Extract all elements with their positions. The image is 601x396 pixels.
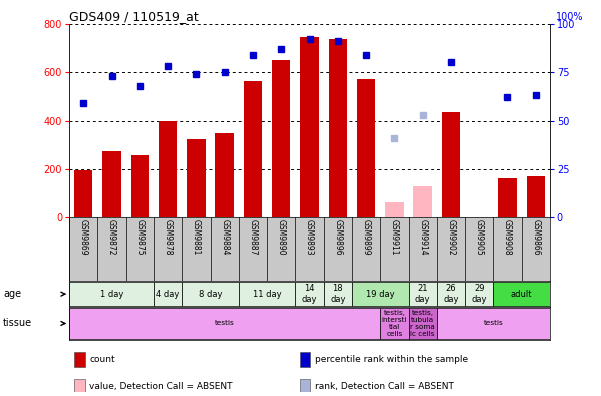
Bar — [437, 308, 550, 339]
Bar — [102, 151, 121, 217]
Bar — [187, 139, 206, 217]
Bar — [442, 112, 460, 217]
Text: GSM9911: GSM9911 — [390, 219, 399, 256]
Bar — [352, 282, 409, 306]
Bar — [159, 120, 177, 217]
Bar — [74, 379, 85, 394]
Bar — [385, 202, 403, 217]
Text: testis,
tubula
r soma
ic cells: testis, tubula r soma ic cells — [410, 310, 435, 337]
Bar — [295, 282, 324, 306]
Text: 11 day: 11 day — [253, 289, 281, 299]
Bar — [493, 282, 550, 306]
Text: GSM9905: GSM9905 — [475, 219, 484, 256]
Text: GSM9875: GSM9875 — [135, 219, 144, 256]
Text: age: age — [3, 289, 21, 299]
Text: 14
day: 14 day — [302, 284, 317, 304]
Bar — [380, 308, 409, 339]
Text: GSM9869: GSM9869 — [79, 219, 88, 256]
Text: percentile rank within the sample: percentile rank within the sample — [316, 355, 468, 364]
Bar — [216, 133, 234, 217]
Bar — [465, 282, 493, 306]
Text: GSM9866: GSM9866 — [531, 219, 540, 256]
Bar — [69, 308, 380, 339]
Text: 1 day: 1 day — [100, 289, 123, 299]
Text: GSM9899: GSM9899 — [362, 219, 371, 256]
Text: 26
day: 26 day — [443, 284, 459, 304]
Text: GSM9890: GSM9890 — [276, 219, 285, 256]
Bar — [74, 170, 93, 217]
Bar — [437, 282, 465, 306]
Text: GSM9872: GSM9872 — [107, 219, 116, 256]
Text: GDS409 / 110519_at: GDS409 / 110519_at — [69, 10, 199, 23]
Text: testis,
intersti
tial
cells: testis, intersti tial cells — [382, 310, 407, 337]
Bar — [182, 282, 239, 306]
Bar — [74, 352, 85, 367]
Text: GSM9896: GSM9896 — [334, 219, 343, 256]
Bar — [69, 282, 154, 306]
Text: rank, Detection Call = ABSENT: rank, Detection Call = ABSENT — [316, 382, 454, 391]
Bar — [329, 39, 347, 217]
Bar — [409, 308, 437, 339]
Bar — [409, 282, 437, 306]
Bar — [413, 187, 432, 217]
Bar — [357, 79, 375, 217]
Text: 100%: 100% — [555, 12, 583, 22]
Text: 19 day: 19 day — [366, 289, 394, 299]
Bar — [130, 155, 149, 217]
Text: GSM9884: GSM9884 — [220, 219, 229, 256]
Text: GSM9902: GSM9902 — [447, 219, 456, 256]
Text: 4 day: 4 day — [156, 289, 180, 299]
Text: GSM9893: GSM9893 — [305, 219, 314, 256]
Text: 8 day: 8 day — [199, 289, 222, 299]
Text: 18
day: 18 day — [330, 284, 346, 304]
Text: GSM9887: GSM9887 — [248, 219, 257, 256]
Bar — [300, 352, 311, 367]
Text: value, Detection Call = ABSENT: value, Detection Call = ABSENT — [90, 382, 233, 391]
Bar — [324, 282, 352, 306]
Text: GSM9881: GSM9881 — [192, 219, 201, 255]
Text: GSM9914: GSM9914 — [418, 219, 427, 256]
Text: tissue: tissue — [3, 318, 32, 328]
Bar — [300, 379, 311, 394]
Bar — [244, 81, 262, 217]
Text: GSM9878: GSM9878 — [163, 219, 172, 256]
Bar — [239, 282, 295, 306]
Text: adult: adult — [511, 289, 532, 299]
Bar — [498, 178, 517, 217]
Text: count: count — [90, 355, 115, 364]
Bar — [300, 37, 319, 217]
Text: testis: testis — [483, 320, 503, 326]
Text: 29
day: 29 day — [471, 284, 487, 304]
Text: GSM9908: GSM9908 — [503, 219, 512, 256]
Text: testis: testis — [215, 320, 234, 326]
Text: 21
day: 21 day — [415, 284, 430, 304]
Bar — [154, 282, 182, 306]
Bar — [272, 60, 290, 217]
Bar — [526, 176, 545, 217]
